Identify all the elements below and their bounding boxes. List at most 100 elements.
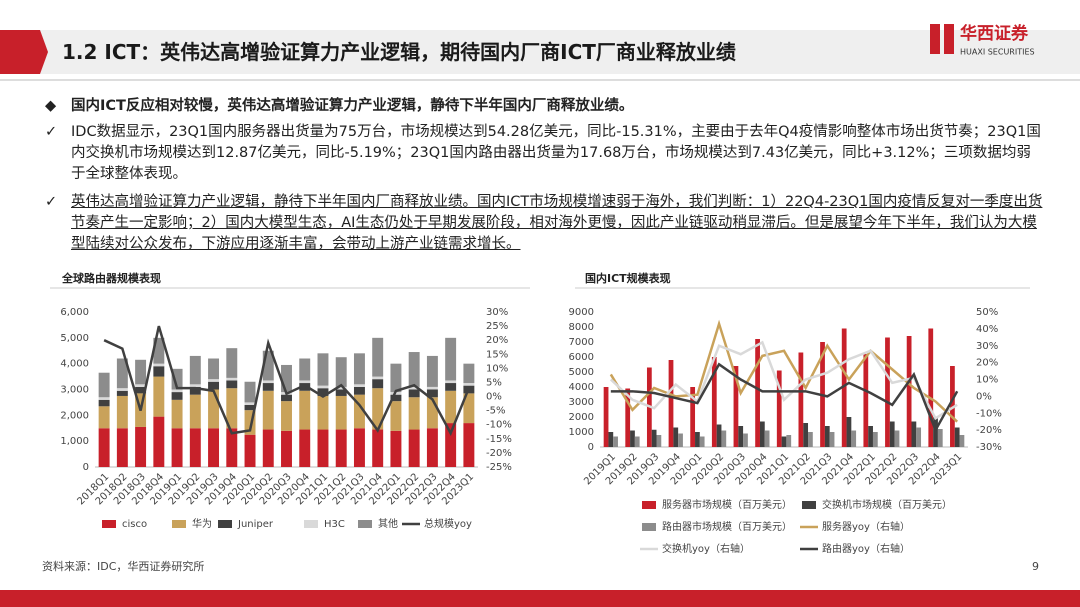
bar-segment: [153, 366, 165, 377]
y2-tick-label: -15%: [486, 434, 512, 445]
legend-label: 路由器市场规模（百万美元）: [662, 520, 792, 533]
bar-segment: [226, 377, 238, 381]
bar: [759, 421, 765, 447]
y2-tick-label: 0%: [486, 392, 502, 403]
logo-icon: [944, 24, 954, 54]
bar-segment: [390, 401, 402, 431]
bar-segment: [426, 389, 438, 398]
bar: [764, 430, 770, 447]
y2-tick-label: 10%: [486, 363, 508, 374]
bar: [630, 430, 635, 447]
bar-segment: [135, 386, 147, 394]
line: [103, 325, 471, 437]
bar: [656, 435, 662, 447]
header-band: [0, 30, 1080, 74]
bar-segment: [244, 410, 256, 435]
legend-label: 服务器市场规模（百万美元）: [662, 498, 792, 511]
bar: [603, 387, 609, 447]
bar: [651, 429, 657, 447]
bar-segment: [98, 428, 110, 467]
bar-segment: [463, 363, 475, 384]
y2-tick-label: 0%: [976, 391, 992, 402]
bar-segment: [171, 392, 183, 400]
bar: [699, 436, 705, 447]
legend-label: 路由器yoy（右轴）: [822, 542, 910, 555]
bar: [634, 436, 640, 447]
bar-segment: [262, 429, 274, 467]
y2-tick-label: 25%: [486, 321, 508, 332]
y2-tick-label: 20%: [486, 335, 508, 346]
bar: [916, 427, 922, 447]
y-tick-label: 1000: [569, 427, 594, 438]
line: [610, 362, 959, 434]
y2-tick-label: -10%: [486, 420, 512, 431]
bar-segment: [445, 423, 457, 467]
bar-segment: [281, 394, 292, 402]
bullet-marker: ✓: [45, 194, 58, 210]
bar-segment: [335, 386, 347, 390]
bar-segment: [317, 385, 329, 389]
y2-tick-label: 30%: [486, 307, 508, 318]
bar-segment: [244, 381, 256, 403]
y2-tick-label: 5%: [486, 377, 502, 388]
bar-segment: [262, 390, 274, 430]
y-tick-label: 4,000: [60, 359, 89, 370]
bar-segment: [135, 384, 147, 387]
y-tick-label: 7000: [569, 337, 594, 348]
bar-segment: [317, 353, 329, 386]
legend-label: H3C: [324, 519, 345, 530]
y-tick-label: 4000: [569, 382, 594, 393]
bar-segment: [299, 429, 311, 467]
bar-segment: [98, 406, 110, 429]
bar-segment: [226, 380, 238, 389]
bar: [824, 426, 830, 447]
legend-label: 服务器yoy（右轴）: [822, 520, 910, 533]
bar-segment: [189, 384, 201, 387]
bullet-text: IDC数据显示，23Q1国内服务器出货量为75万台，市场规模达到54.28亿美元…: [71, 124, 1041, 182]
logo-icon: [930, 24, 940, 54]
y-tick-label: 2,000: [60, 410, 89, 421]
header-accent: [0, 30, 48, 74]
bar-segment: [226, 388, 238, 429]
line: [609, 319, 959, 423]
y2-tick-label: 50%: [976, 307, 998, 318]
legend-label: cisco: [122, 519, 147, 530]
bar-segment: [408, 352, 420, 387]
bar-segment: [116, 358, 128, 389]
bar-segment: [171, 368, 183, 390]
bar: [959, 435, 965, 447]
slide-title: 1.2 ICT：英伟达高增验证算力产业逻辑，期待国内厂商ICT厂商业释放业绩: [62, 40, 736, 64]
bar: [786, 435, 792, 447]
bar: [776, 370, 782, 447]
bar: [841, 328, 847, 447]
bar: [711, 357, 717, 447]
bar: [937, 429, 943, 447]
bar: [716, 424, 722, 447]
bar: [695, 432, 700, 447]
bar-segment: [372, 379, 384, 389]
bar-segment: [426, 428, 438, 467]
bar-segment: [244, 402, 256, 405]
bar-segment: [98, 397, 110, 400]
bar: [885, 337, 890, 447]
bar: [798, 352, 804, 447]
bar-segment: [335, 389, 347, 396]
bar: [894, 430, 900, 447]
y2-tick-label: -20%: [976, 425, 1002, 436]
bar-segment: [208, 381, 220, 390]
bar: [851, 430, 857, 447]
bar-segment: [281, 401, 292, 431]
bar-segment: [226, 428, 238, 467]
bar-segment: [153, 337, 165, 364]
bar-segment: [335, 395, 347, 430]
y2-tick-label: -10%: [976, 408, 1002, 419]
bar-segment: [426, 355, 438, 387]
y2-tick-label: 40%: [976, 324, 998, 335]
bullet: ✓ IDC数据显示，23Q1国内服务器出货量为75万台，市场规模达到54.28亿美…: [45, 122, 1045, 185]
bar-segment: [408, 386, 420, 390]
bar-segment: [353, 353, 365, 385]
logo-name: 华西证券: [960, 23, 1029, 44]
y-tick-label: 3,000: [60, 385, 89, 396]
bar-segment: [299, 358, 311, 381]
bar-segment: [262, 350, 274, 381]
